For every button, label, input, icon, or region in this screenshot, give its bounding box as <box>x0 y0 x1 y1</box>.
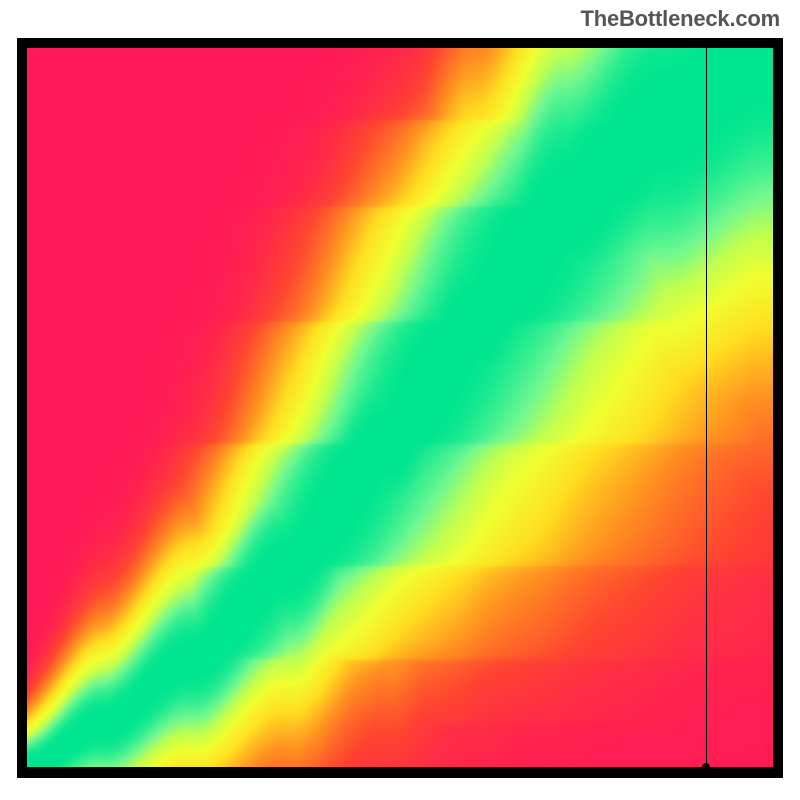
crosshair-vertical <box>706 48 707 768</box>
watermark-text: TheBottleneck.com <box>580 6 780 32</box>
crosshair-marker-dot <box>702 763 710 771</box>
plot-frame <box>17 38 783 778</box>
crosshair-horizontal <box>27 767 773 768</box>
heatmap-canvas <box>27 48 773 768</box>
